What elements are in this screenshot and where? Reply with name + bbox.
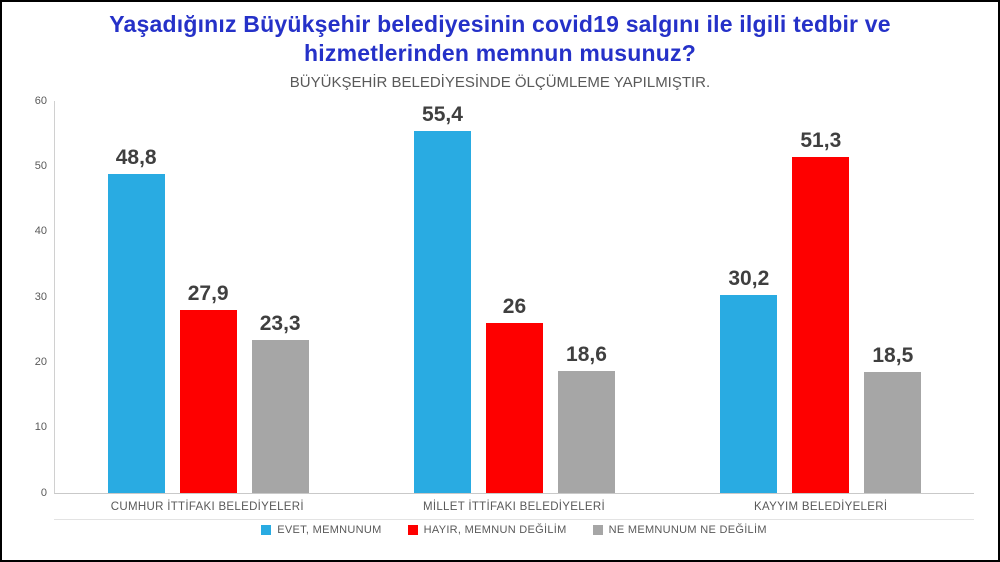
plot-area: 48,8 27,9 23,3 55,4 26 18,6 30,2 51,3 18,5 0 10 20…	[35, 95, 974, 499]
y-tick-label: 50	[34, 159, 47, 172]
bar-value-label: 55,4	[422, 102, 463, 126]
bar-chart: 48,8 27,9 23,3 55,4 26 18,6 30,2 51,3 18,5 0 10 20…	[35, 95, 974, 499]
legend-swatch	[592, 524, 603, 535]
y-tick-label: 30	[34, 290, 47, 303]
bar-value-label: 18,6	[566, 342, 607, 366]
legend-label: EVET, MEMNUNUM	[277, 523, 382, 536]
bar-groups: 48,8 27,9 23,3 55,4 26 18,6 30,2 51,3 18,5	[55, 101, 974, 493]
legend: EVET, MEMNUNUM HAYIR, MEMNUN DEĞİLİM NE ME…	[54, 518, 974, 544]
y-tick-label: 40	[34, 225, 47, 238]
bar	[179, 310, 237, 493]
bar	[251, 340, 309, 493]
bar	[413, 130, 471, 493]
bar-group: 30,2 51,3 18,5	[668, 101, 974, 493]
bar-column: 55,4	[413, 101, 471, 493]
bar-value-label: 18,5	[872, 343, 914, 367]
legend-item: EVET, MEMNUNUM	[261, 524, 381, 536]
bar-column: 18,6	[557, 101, 615, 493]
category-label: CUMHUR İTTİFAKI BELEDİYELERİ	[110, 500, 304, 513]
y-tick-label: 20	[34, 355, 47, 368]
legend-item: HAYIR, MEMNUN DEĞİLİM	[407, 523, 567, 536]
bar	[792, 157, 850, 493]
bar	[864, 371, 922, 493]
bar-value-label: 48,8	[115, 145, 157, 169]
bar	[720, 295, 778, 493]
bar-column: 18,5	[864, 101, 922, 493]
bar-column: 51,3	[792, 101, 850, 493]
bar-column: 48,8	[107, 101, 165, 493]
bar-group: 48,8 27,9 23,3	[55, 101, 361, 493]
bar	[107, 173, 165, 493]
bar-value-label: 27,9	[187, 282, 229, 306]
y-tick-label: 0	[40, 486, 47, 499]
category-axis: CUMHUR İTTİFAKI BELEDİYELERİ MİLLET İTTİF…	[54, 493, 974, 519]
bar-group: 55,4 26 18,6	[361, 101, 667, 493]
bar-column: 23,3	[251, 101, 309, 493]
bar-value-label: 30,2	[728, 267, 770, 291]
legend-swatch	[261, 524, 272, 535]
legend-label: NE MEMNUNUM NE DEĞİLİM	[608, 523, 767, 536]
bar-value-label: 26	[502, 294, 527, 318]
category-label: KAYYIM BELEDİYELERİ	[754, 500, 888, 513]
bar-value-label: 51,3	[800, 129, 842, 153]
legend-item: NE MEMNUNUM NE DEĞİLİM	[592, 523, 767, 536]
chart-subtitle: BÜYÜKŞEHİR BELEDİYESİNDE ÖLÇÜMLEME YAPIL…	[289, 73, 711, 91]
y-tick-label: 10	[34, 421, 47, 434]
category-label: MİLLET İTTİFAKI BELEDİYELERİ	[422, 500, 606, 513]
bar-column: 26	[485, 101, 543, 493]
bar-value-label: 23,3	[259, 312, 301, 336]
legend-swatch	[407, 524, 418, 535]
bar-column: 27,9	[179, 101, 237, 493]
chart-title: Yaşadığınız Büyükşehir belediyesinin cov…	[109, 11, 891, 66]
bar	[557, 370, 615, 493]
y-tick-label: 60	[34, 94, 47, 107]
bar	[485, 322, 543, 493]
bar-column: 30,2	[720, 101, 778, 493]
legend-label: HAYIR, MEMNUN DEĞİLİM	[423, 523, 567, 536]
